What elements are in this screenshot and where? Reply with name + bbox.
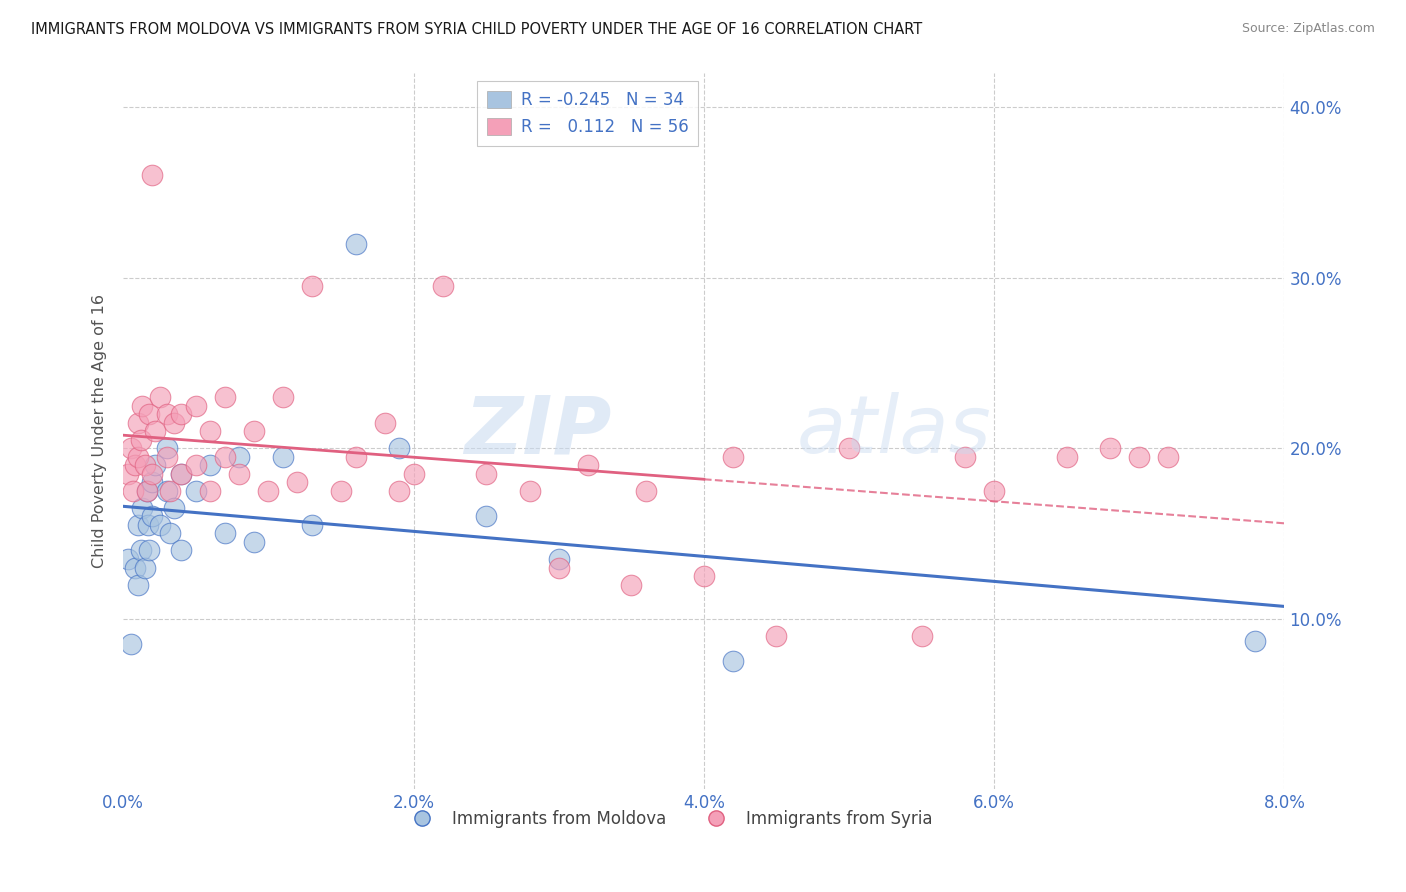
Point — [120, 441, 142, 455]
Point — [475, 467, 498, 481]
Text: ZIP: ZIP — [464, 392, 612, 470]
Point — [402, 467, 425, 481]
Point — [136, 517, 159, 532]
Point — [983, 483, 1005, 498]
Point — [374, 416, 396, 430]
Point — [141, 169, 163, 183]
Point — [547, 552, 569, 566]
Point — [127, 577, 149, 591]
Point — [156, 441, 179, 455]
Y-axis label: Child Poverty Under the Age of 16: Child Poverty Under the Age of 16 — [93, 294, 107, 568]
Point — [243, 424, 266, 438]
Point — [117, 552, 139, 566]
Point — [721, 654, 744, 668]
Point — [765, 629, 787, 643]
Point — [124, 458, 146, 473]
Text: IMMIGRANTS FROM MOLDOVA VS IMMIGRANTS FROM SYRIA CHILD POVERTY UNDER THE AGE OF : IMMIGRANTS FROM MOLDOVA VS IMMIGRANTS FR… — [31, 22, 922, 37]
Point — [138, 543, 160, 558]
Text: Source: ZipAtlas.com: Source: ZipAtlas.com — [1241, 22, 1375, 36]
Point — [156, 407, 179, 421]
Point — [388, 483, 411, 498]
Point — [184, 483, 207, 498]
Point — [693, 569, 716, 583]
Point — [135, 483, 157, 498]
Point — [228, 450, 250, 464]
Point — [127, 416, 149, 430]
Point — [131, 500, 153, 515]
Point — [1099, 441, 1122, 455]
Point — [838, 441, 860, 455]
Point — [143, 424, 166, 438]
Point — [200, 424, 222, 438]
Point — [1244, 633, 1267, 648]
Point — [910, 629, 932, 643]
Point — [159, 526, 181, 541]
Point — [156, 483, 179, 498]
Point — [214, 526, 236, 541]
Point — [159, 483, 181, 498]
Point — [1157, 450, 1180, 464]
Point — [163, 500, 186, 515]
Point — [184, 458, 207, 473]
Point — [519, 483, 541, 498]
Point — [129, 433, 152, 447]
Point — [141, 467, 163, 481]
Point — [301, 517, 323, 532]
Point — [214, 450, 236, 464]
Point — [141, 509, 163, 524]
Legend: Immigrants from Moldova, Immigrants from Syria: Immigrants from Moldova, Immigrants from… — [399, 804, 939, 835]
Point — [620, 577, 643, 591]
Point — [141, 475, 163, 490]
Point — [634, 483, 657, 498]
Point — [287, 475, 309, 490]
Point — [120, 637, 142, 651]
Point — [301, 279, 323, 293]
Point — [170, 407, 193, 421]
Point — [243, 535, 266, 549]
Point — [1056, 450, 1078, 464]
Point — [138, 407, 160, 421]
Point — [1128, 450, 1150, 464]
Point — [131, 399, 153, 413]
Point — [134, 560, 156, 574]
Text: atlas: atlas — [797, 392, 991, 470]
Point — [170, 543, 193, 558]
Point — [143, 458, 166, 473]
Point — [170, 467, 193, 481]
Point — [127, 450, 149, 464]
Point — [200, 458, 222, 473]
Point — [475, 509, 498, 524]
Point — [271, 450, 294, 464]
Point — [135, 483, 157, 498]
Point — [721, 450, 744, 464]
Point — [330, 483, 353, 498]
Point — [271, 390, 294, 404]
Point — [129, 543, 152, 558]
Point — [344, 450, 367, 464]
Point — [124, 560, 146, 574]
Point — [953, 450, 976, 464]
Point — [576, 458, 599, 473]
Point — [432, 279, 454, 293]
Point — [344, 236, 367, 251]
Point — [127, 517, 149, 532]
Point — [149, 390, 172, 404]
Point — [214, 390, 236, 404]
Point — [163, 416, 186, 430]
Point — [388, 441, 411, 455]
Point — [184, 399, 207, 413]
Point — [200, 483, 222, 498]
Point — [257, 483, 280, 498]
Point — [117, 467, 139, 481]
Point — [228, 467, 250, 481]
Point — [134, 458, 156, 473]
Point — [156, 450, 179, 464]
Point — [547, 560, 569, 574]
Point — [170, 467, 193, 481]
Point — [149, 517, 172, 532]
Point — [122, 483, 145, 498]
